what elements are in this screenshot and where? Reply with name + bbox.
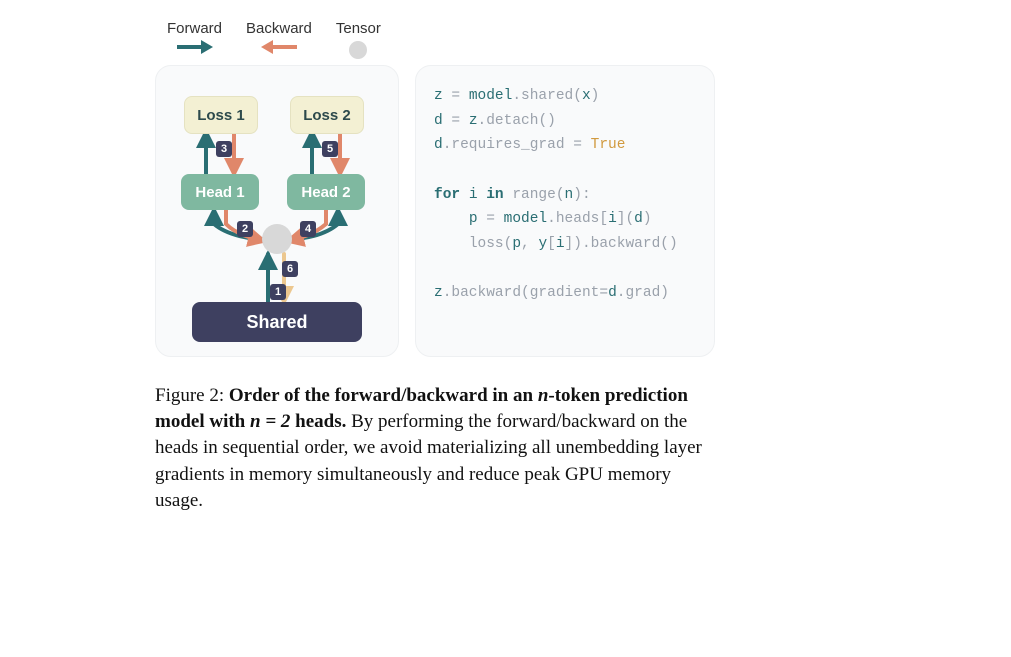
panels: Loss 1 Loss 2 Head 1 Head 2 Shared 1 2 3 4 5… xyxy=(155,65,715,357)
code-tok: z xyxy=(434,88,443,104)
loss2-label: Loss 2 xyxy=(303,107,351,124)
forward-arrow-icon xyxy=(177,41,213,53)
legend-forward-label: Forward xyxy=(167,20,222,37)
code-block: z = model.shared(x) d = z.detach() d.req… xyxy=(434,84,696,306)
loss2-box: Loss 2 xyxy=(290,96,364,134)
step-badge-6: 6 xyxy=(282,261,298,277)
caption-n: n xyxy=(538,385,549,406)
caption-eq: n = 2 xyxy=(250,411,290,432)
step-badge-1: 1 xyxy=(270,284,286,300)
head1-label: Head 1 xyxy=(195,184,244,201)
head1-box: Head 1 xyxy=(181,174,259,210)
backward-arrow-icon xyxy=(261,41,297,53)
step-badge-4: 4 xyxy=(300,221,316,237)
tensor-dot-icon xyxy=(349,41,367,59)
loss1-box: Loss 1 xyxy=(184,96,258,134)
caption-bold1: Order of the forward/backward in an xyxy=(229,385,538,406)
legend-tensor-label: Tensor xyxy=(336,20,381,37)
tensor-node xyxy=(262,224,292,254)
caption-fig: Figure 2: xyxy=(155,385,224,406)
legend-tensor: Tensor xyxy=(336,20,381,59)
step-badge-2: 2 xyxy=(237,221,253,237)
legend-forward: Forward xyxy=(167,20,222,59)
step-badge-5: 5 xyxy=(322,141,338,157)
step-badge-3: 3 xyxy=(216,141,232,157)
figure-wrap: Forward Backward Tensor xyxy=(155,20,715,514)
head2-label: Head 2 xyxy=(301,184,350,201)
legend: Forward Backward Tensor xyxy=(155,20,715,59)
figure-caption: Figure 2: Order of the forward/backward … xyxy=(155,383,715,514)
head2-box: Head 2 xyxy=(287,174,365,210)
legend-backward: Backward xyxy=(246,20,312,59)
legend-backward-label: Backward xyxy=(246,20,312,37)
diagram-panel: Loss 1 Loss 2 Head 1 Head 2 Shared 1 2 3 4 5… xyxy=(155,65,399,357)
caption-bold3: heads. xyxy=(290,411,346,432)
shared-label: Shared xyxy=(246,312,307,333)
shared-box: Shared xyxy=(192,302,362,342)
loss1-label: Loss 1 xyxy=(197,107,245,124)
code-panel: z = model.shared(x) d = z.detach() d.req… xyxy=(415,65,715,357)
